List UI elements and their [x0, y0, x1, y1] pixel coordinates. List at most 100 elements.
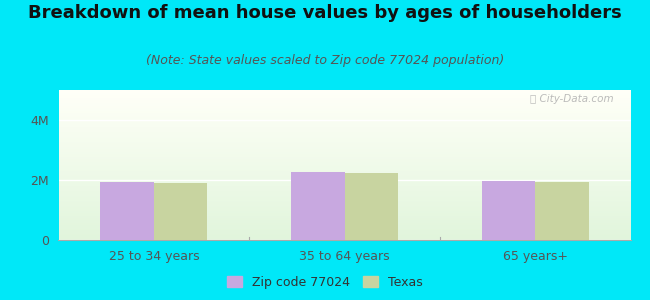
Bar [344, 173, 398, 240]
Bar [58, 147, 630, 148]
Bar [58, 106, 630, 107]
Bar [58, 158, 630, 159]
Bar [58, 144, 630, 145]
Bar [58, 175, 630, 176]
Text: Ⓞ City-Data.com: Ⓞ City-Data.com [530, 94, 614, 104]
Bar [58, 228, 630, 229]
Bar [58, 204, 630, 205]
Bar [58, 230, 630, 231]
Bar [58, 200, 630, 201]
Bar [58, 188, 630, 189]
Bar [58, 214, 630, 215]
Bar [154, 183, 207, 240]
Bar [58, 207, 630, 208]
Bar [58, 166, 630, 167]
Bar [58, 186, 630, 187]
Bar [58, 161, 630, 162]
Bar [58, 237, 630, 238]
Bar [58, 215, 630, 216]
Bar [58, 219, 630, 220]
Bar [58, 152, 630, 153]
Bar [58, 96, 630, 97]
Bar [58, 154, 630, 155]
Bar [58, 134, 630, 135]
Bar [58, 91, 630, 92]
Bar [58, 95, 630, 96]
Bar [58, 117, 630, 118]
Bar [58, 192, 630, 193]
Bar [58, 233, 630, 234]
Bar [58, 112, 630, 113]
Bar [58, 104, 630, 105]
Bar [58, 108, 630, 109]
Bar [58, 238, 630, 239]
Bar [58, 118, 630, 119]
Bar [58, 168, 630, 169]
Bar [58, 187, 630, 188]
Bar [58, 151, 630, 152]
Bar [58, 182, 630, 183]
Bar [58, 205, 630, 206]
Bar [58, 122, 630, 123]
Text: Breakdown of mean house values by ages of householders: Breakdown of mean house values by ages o… [28, 4, 622, 22]
Bar [58, 172, 630, 173]
Bar [58, 194, 630, 195]
Bar [58, 126, 630, 127]
Bar [58, 216, 630, 217]
Bar [58, 203, 630, 204]
Bar [58, 90, 630, 91]
Bar [535, 182, 588, 240]
Bar [58, 229, 630, 230]
Bar [58, 127, 630, 128]
Bar [58, 114, 630, 115]
Bar [291, 172, 344, 240]
Bar [58, 231, 630, 232]
Bar [58, 92, 630, 93]
Bar [58, 234, 630, 235]
Bar [58, 133, 630, 134]
Bar [58, 201, 630, 202]
Bar [58, 190, 630, 191]
Bar [58, 211, 630, 212]
Bar [58, 239, 630, 240]
Bar [58, 98, 630, 99]
Bar [58, 179, 630, 180]
Bar [58, 124, 630, 125]
Bar [58, 165, 630, 166]
Bar [58, 206, 630, 207]
Bar [58, 236, 630, 237]
Bar [58, 155, 630, 156]
Bar [58, 173, 630, 174]
Bar [58, 199, 630, 200]
Bar [58, 183, 630, 184]
Bar [58, 160, 630, 161]
Bar [58, 209, 630, 210]
Bar [58, 123, 630, 124]
Bar [58, 115, 630, 116]
Bar [58, 139, 630, 140]
Bar [58, 197, 630, 198]
Bar [58, 171, 630, 172]
Bar [58, 130, 630, 131]
Bar [58, 140, 630, 141]
Bar [58, 99, 630, 100]
Bar [58, 97, 630, 98]
Bar [58, 159, 630, 160]
Bar [58, 212, 630, 213]
Bar [58, 125, 630, 126]
Bar [58, 185, 630, 186]
Bar [58, 103, 630, 104]
Bar [58, 222, 630, 223]
Bar [58, 227, 630, 228]
Legend: Zip code 77024, Texas: Zip code 77024, Texas [222, 271, 428, 294]
Bar [58, 107, 630, 108]
Bar [58, 181, 630, 182]
Bar [58, 198, 630, 199]
Bar [58, 105, 630, 106]
Bar [58, 196, 630, 197]
Bar [58, 221, 630, 222]
Bar [58, 129, 630, 130]
Bar [58, 213, 630, 214]
Bar [58, 176, 630, 177]
Bar [58, 120, 630, 121]
